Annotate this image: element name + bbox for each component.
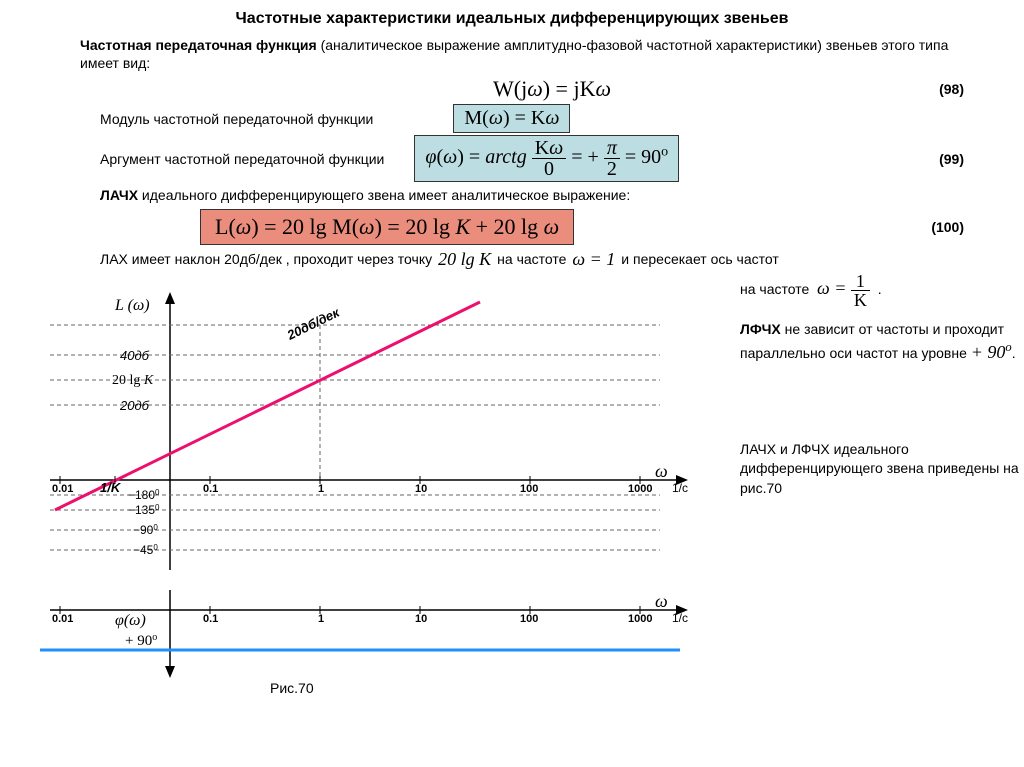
equation-98-row: W(jω) = jKω (98) [20,76,1004,102]
svg-text:0.01: 0.01 [52,613,73,625]
svg-text:20 lg K: 20 lg K [112,373,154,388]
lax-omega1: ω = 1 [572,249,615,270]
modulus-row: Модуль частотной передаточной функции M(… [20,104,1004,133]
svg-text:φ(ω): φ(ω) [115,612,146,629]
lax-text-4: на частоте [740,281,809,297]
figure-caption: Рис.70 [270,680,314,696]
lax-20lgk: 20 lg K [438,249,491,270]
page-title: Частотные характеристики идеальных диффе… [20,10,1004,28]
bode-chart: 20дб/дек L (ω) 40дб 20 lg K 20дб −1800 −… [20,280,720,700]
svg-text:1000: 1000 [628,483,652,495]
svg-text:ω: ω [655,591,668,611]
svg-text:20дб: 20дб [119,398,150,413]
svg-text:1000: 1000 [628,613,652,625]
modulus-formula-box: M(ω) = Kω [453,104,570,133]
lax-text-1: ЛАХ имеет наклон 20дб/дек , проходит чер… [100,251,432,267]
svg-text:20дб/дек: 20дб/дек [284,304,343,343]
frac-denominator: K [851,291,870,309]
argument-row: Аргумент частотной передаточной функции … [20,135,1004,182]
lax-text-2: на частоте [497,251,566,267]
lfchx-description: ЛФЧХ не зависит от частоты и проходит па… [740,320,1020,366]
svg-text:−900: −900 [133,522,158,537]
eq100-formula-box: L(ω) = 20 lg M(ω) = 20 lg K + 20 lg ω [200,209,574,245]
lfchx-plus90: + 90o [971,342,1012,362]
svg-text:+ 90o: + 90o [125,631,157,649]
svg-text:1: 1 [318,483,324,495]
svg-text:0.01: 0.01 [52,483,73,495]
svg-text:1/с: 1/с [672,481,688,495]
svg-text:100: 100 [520,613,538,625]
svg-text:1/с: 1/с [672,611,688,625]
intro-bold: Частотная передаточная функция [80,37,317,53]
eq98-number: (98) [904,81,964,97]
svg-text:−1800: −1800 [128,487,160,502]
eq99-number: (99) [904,151,964,167]
svg-text:0.1: 0.1 [203,613,218,625]
lax-text-3: и пересекает ось частот [621,251,778,267]
lfchx-bold: ЛФЧХ [740,321,781,337]
svg-text:ω: ω [655,461,668,481]
svg-text:10: 10 [415,483,427,495]
svg-text:L (ω): L (ω) [114,297,150,314]
bode-svg: 20дб/дек L (ω) 40дб 20 lg K 20дб −1800 −… [20,280,720,680]
freq-crossing-text: на частоте ω = 1K . [740,272,1020,309]
svg-text:−450: −450 [133,542,158,557]
svg-text:1/K: 1/K [100,480,122,495]
svg-text:0.1: 0.1 [203,483,218,495]
lachx-bold: ЛАЧХ [100,187,138,203]
svg-text:10: 10 [415,613,427,625]
eq100-number: (100) [904,219,964,235]
svg-text:40дб: 40дб [120,348,150,363]
modulus-label: Модуль частотной передаточной функции [100,111,373,127]
lachx-line: ЛАЧХ идеального дифференцирующего звена … [100,186,964,204]
svg-text:1: 1 [318,613,324,625]
figure-reference: ЛАЧХ и ЛФЧХ идеального дифференцирующего… [740,440,1020,499]
lachx-rest: идеального дифференцирующего звена имеет… [138,187,630,203]
argument-label: Аргумент частотной передаточной функции [100,151,384,167]
lax-description: ЛАХ имеет наклон 20дб/дек , проходит чер… [100,249,924,270]
svg-text:−1350: −1350 [128,502,160,517]
intro-paragraph: Частотная передаточная функция (аналитич… [80,36,964,72]
equation-100-row: L(ω) = 20 lg M(ω) = 20 lg K + 20 lg ω (1… [20,209,1004,245]
argument-formula-box: φ(ω) = arctg Kω0 = + π2 = 90o [414,135,679,182]
svg-text:100: 100 [520,483,538,495]
frac-numerator: 1 [851,272,870,291]
eq98-formula: W(jω) = jKω [200,76,904,102]
